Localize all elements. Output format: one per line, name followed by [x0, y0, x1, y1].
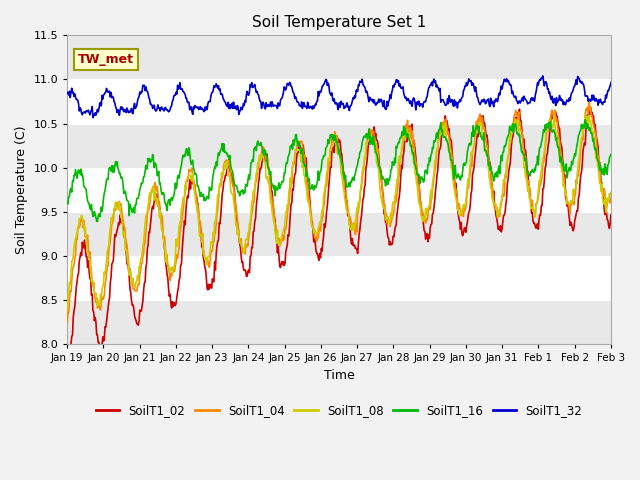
Bar	[67, 123, 611, 168]
Bar	[67, 212, 611, 256]
Y-axis label: Soil Temperature (C): Soil Temperature (C)	[15, 125, 28, 254]
Text: TW_met: TW_met	[78, 53, 134, 66]
Title: Soil Temperature Set 1: Soil Temperature Set 1	[252, 15, 426, 30]
Legend: SoilT1_02, SoilT1_04, SoilT1_08, SoilT1_16, SoilT1_32: SoilT1_02, SoilT1_04, SoilT1_08, SoilT1_…	[91, 399, 587, 421]
Bar	[67, 36, 611, 79]
Bar	[67, 300, 611, 344]
X-axis label: Time: Time	[324, 369, 355, 382]
